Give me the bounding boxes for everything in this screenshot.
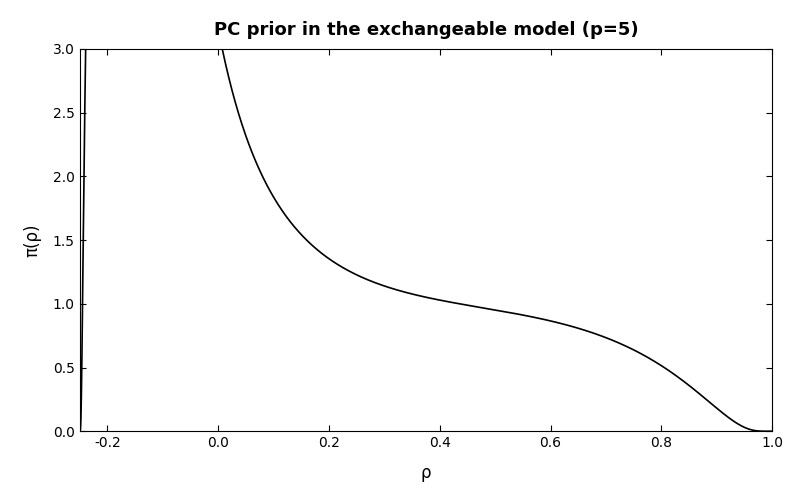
Y-axis label: π(ρ): π(ρ): [24, 223, 41, 257]
X-axis label: ρ: ρ: [420, 464, 431, 482]
Title: PC prior in the exchangeable model (p=5): PC prior in the exchangeable model (p=5): [213, 21, 638, 39]
